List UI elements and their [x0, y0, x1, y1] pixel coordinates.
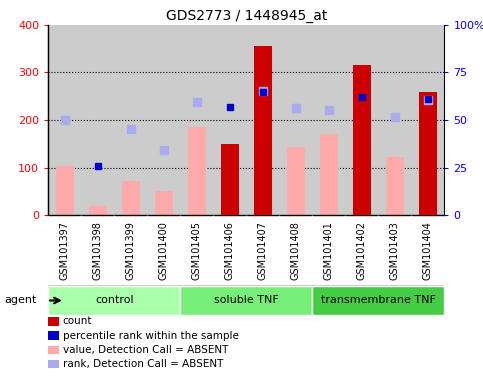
Bar: [419, 93, 437, 215]
Bar: [254, 46, 272, 215]
Bar: [386, 157, 404, 215]
Text: GSM101397: GSM101397: [60, 221, 70, 280]
Bar: [89, 205, 107, 215]
Text: agent: agent: [5, 295, 37, 306]
Text: GSM101403: GSM101403: [390, 221, 400, 280]
Bar: [180, 286, 313, 315]
Text: count: count: [63, 316, 92, 326]
Bar: [180, 25, 213, 215]
Text: GSM101398: GSM101398: [93, 221, 103, 280]
Bar: [279, 25, 313, 215]
Bar: [147, 25, 180, 215]
Text: transmembrane TNF: transmembrane TNF: [321, 295, 436, 306]
Text: GSM101408: GSM101408: [291, 221, 301, 280]
Bar: [56, 166, 74, 215]
Text: soluble TNF: soluble TNF: [214, 295, 279, 306]
Text: GSM101401: GSM101401: [324, 221, 334, 280]
Bar: [48, 25, 81, 215]
Text: rank, Detection Call = ABSENT: rank, Detection Call = ABSENT: [63, 359, 223, 369]
Text: percentile rank within the sample: percentile rank within the sample: [63, 331, 239, 341]
Bar: [320, 134, 338, 215]
Title: GDS2773 / 1448945_at: GDS2773 / 1448945_at: [166, 8, 327, 23]
Text: GSM101399: GSM101399: [126, 221, 136, 280]
Bar: [313, 286, 444, 315]
Bar: [378, 25, 412, 215]
Text: GSM101405: GSM101405: [192, 221, 202, 280]
Text: GSM101404: GSM101404: [423, 221, 433, 280]
Bar: [313, 25, 345, 215]
Bar: [246, 25, 279, 215]
Text: GSM101406: GSM101406: [225, 221, 235, 280]
Text: control: control: [95, 295, 134, 306]
Bar: [412, 25, 444, 215]
Text: GSM101402: GSM101402: [357, 221, 367, 280]
Bar: [213, 25, 246, 215]
Bar: [155, 191, 173, 215]
Bar: [188, 127, 206, 215]
Bar: [114, 25, 147, 215]
Bar: [287, 147, 305, 215]
Text: GSM101400: GSM101400: [159, 221, 169, 280]
Bar: [122, 181, 140, 215]
Bar: [353, 65, 371, 215]
Text: GSM101407: GSM101407: [258, 221, 268, 280]
Bar: [221, 144, 239, 215]
Bar: [345, 25, 378, 215]
Bar: [81, 25, 114, 215]
Text: value, Detection Call = ABSENT: value, Detection Call = ABSENT: [63, 345, 228, 355]
Bar: [48, 286, 180, 315]
